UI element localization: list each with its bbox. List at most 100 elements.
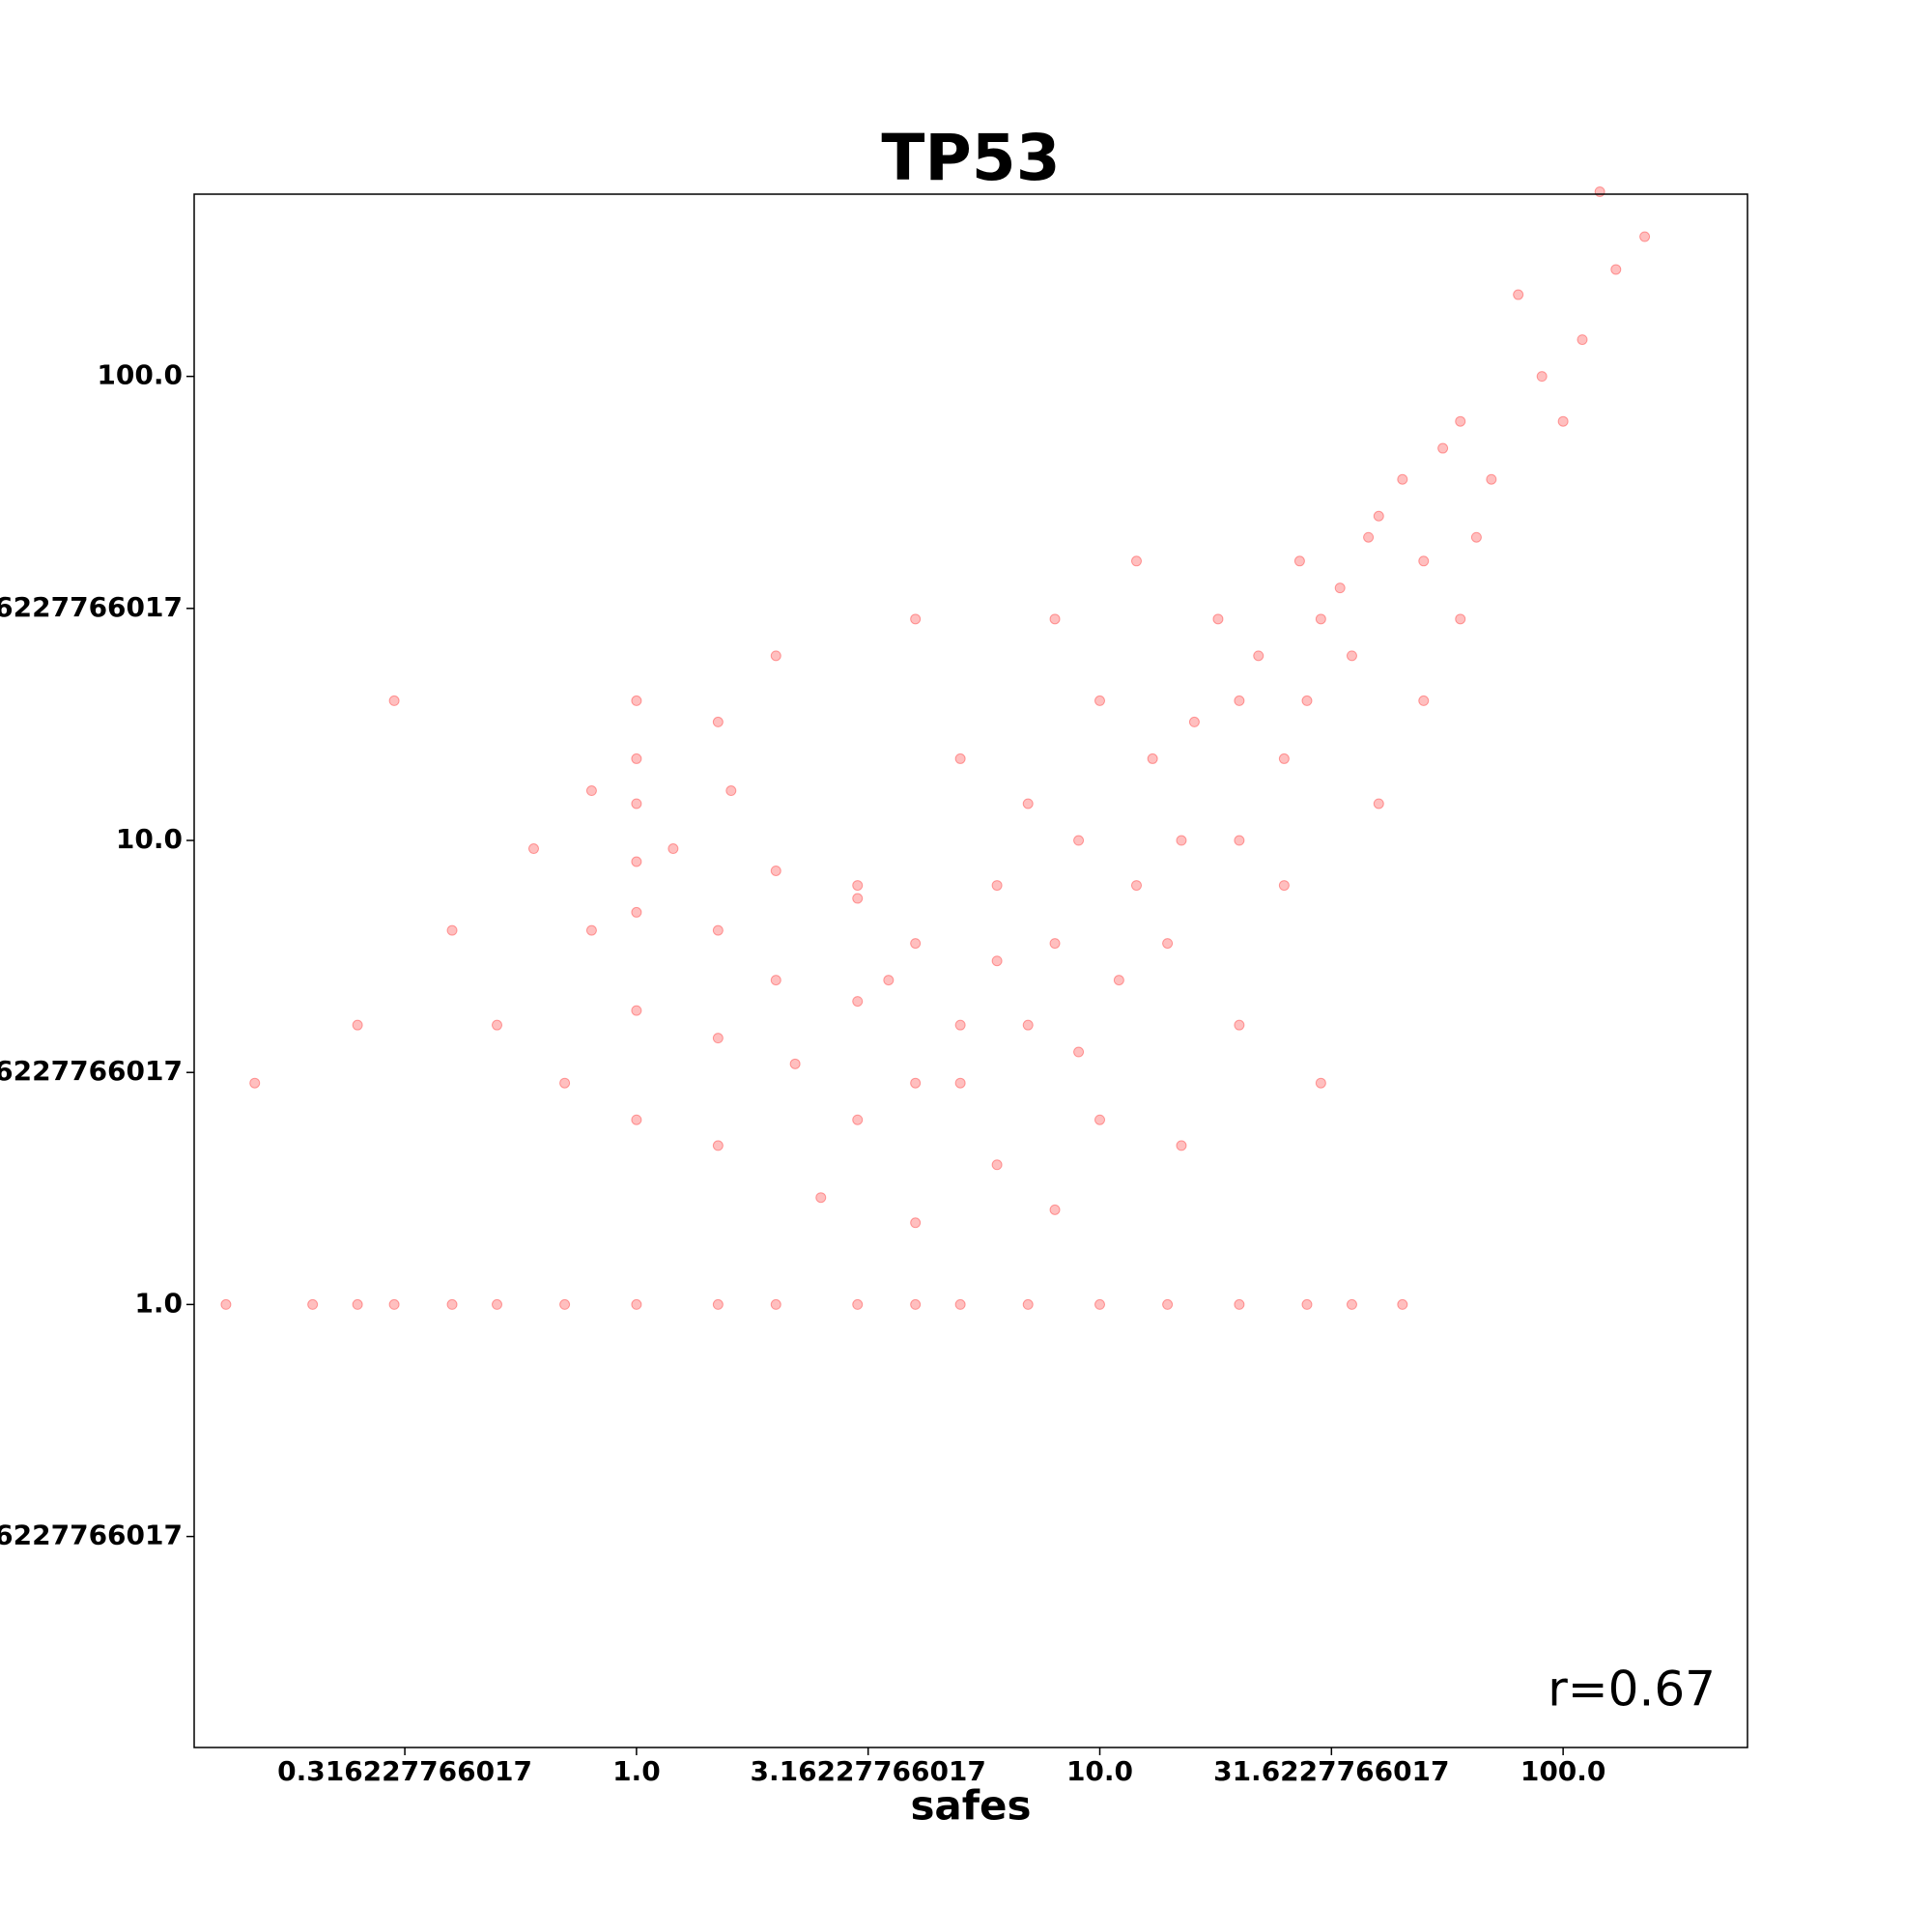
point bbox=[712, 1298, 724, 1310]
point bbox=[1278, 753, 1290, 764]
point bbox=[1094, 1114, 1106, 1125]
point bbox=[712, 1140, 724, 1151]
point bbox=[1049, 938, 1061, 950]
point bbox=[631, 856, 642, 867]
point bbox=[770, 865, 781, 876]
point bbox=[631, 798, 642, 810]
point bbox=[631, 1005, 642, 1016]
point bbox=[815, 1192, 827, 1204]
point bbox=[1301, 1298, 1313, 1310]
point bbox=[910, 938, 922, 950]
point bbox=[770, 1298, 781, 1310]
point bbox=[991, 955, 1003, 967]
point bbox=[1188, 716, 1200, 727]
point bbox=[1346, 1298, 1357, 1310]
point bbox=[1536, 371, 1548, 383]
point bbox=[1363, 531, 1375, 543]
points bbox=[220, 185, 1651, 1310]
point bbox=[1212, 613, 1224, 625]
plot-frame bbox=[193, 193, 1748, 1748]
y-tick-label: 31.6227766017 bbox=[0, 591, 183, 623]
point bbox=[1022, 1298, 1034, 1310]
point bbox=[1130, 880, 1142, 892]
point bbox=[1418, 695, 1430, 706]
point bbox=[1594, 185, 1605, 197]
point bbox=[1278, 880, 1290, 892]
x-tick-label: 100.0 bbox=[1520, 1755, 1606, 1787]
point bbox=[1486, 473, 1497, 485]
point bbox=[991, 1159, 1003, 1171]
point bbox=[220, 1298, 232, 1310]
x-axis-label: safes bbox=[910, 1782, 1031, 1830]
point bbox=[1113, 975, 1124, 986]
point bbox=[712, 924, 724, 936]
point bbox=[1513, 289, 1524, 300]
point bbox=[1130, 555, 1142, 567]
point bbox=[352, 1019, 363, 1031]
point bbox=[307, 1298, 319, 1310]
point bbox=[1455, 415, 1466, 427]
point bbox=[1176, 835, 1187, 846]
point bbox=[1094, 1298, 1106, 1310]
point bbox=[1073, 835, 1085, 846]
y-tick-label: 1.0 bbox=[134, 1287, 183, 1319]
point bbox=[1455, 613, 1466, 625]
x-tick-label: 31.6227766017 bbox=[1213, 1755, 1449, 1787]
point bbox=[388, 695, 400, 706]
point bbox=[1397, 1298, 1408, 1310]
point bbox=[910, 1077, 922, 1089]
point bbox=[631, 695, 642, 706]
point bbox=[770, 975, 781, 986]
x-tick-label: 3.16227766017 bbox=[750, 1755, 985, 1787]
point bbox=[559, 1077, 571, 1089]
point bbox=[1022, 1019, 1034, 1031]
point bbox=[631, 753, 642, 764]
point bbox=[585, 924, 597, 936]
point bbox=[1234, 1019, 1245, 1031]
point bbox=[1293, 555, 1305, 567]
y-tick-label: 100.0 bbox=[97, 359, 183, 391]
point bbox=[1397, 473, 1408, 485]
point bbox=[492, 1298, 503, 1310]
point bbox=[910, 1217, 922, 1229]
point bbox=[1234, 835, 1245, 846]
point bbox=[585, 785, 597, 797]
point bbox=[1301, 695, 1313, 706]
point bbox=[631, 1114, 642, 1125]
point bbox=[991, 880, 1003, 892]
point bbox=[1334, 582, 1346, 594]
point bbox=[1234, 1298, 1245, 1310]
point bbox=[668, 843, 679, 855]
point bbox=[954, 1298, 966, 1310]
point bbox=[631, 1298, 642, 1310]
point bbox=[852, 1298, 864, 1310]
x-tick-label: 10.0 bbox=[1066, 1755, 1133, 1787]
y-tick-label: 0.316227766017 bbox=[0, 1520, 183, 1551]
point bbox=[1437, 442, 1449, 454]
point bbox=[631, 906, 642, 918]
point bbox=[1073, 1046, 1085, 1058]
point bbox=[1577, 334, 1588, 346]
point bbox=[1315, 1077, 1326, 1089]
point bbox=[789, 1058, 801, 1069]
point bbox=[1022, 798, 1034, 810]
point bbox=[1234, 695, 1245, 706]
point bbox=[954, 753, 966, 764]
point bbox=[388, 1298, 400, 1310]
point bbox=[1373, 798, 1384, 810]
point bbox=[1162, 938, 1174, 950]
point bbox=[770, 650, 781, 662]
x-tick-label: 0.316227766017 bbox=[277, 1755, 532, 1787]
y-tick-label: 10.0 bbox=[116, 823, 183, 855]
annotation: r=0.67 bbox=[1548, 1662, 1716, 1718]
point bbox=[1418, 555, 1430, 567]
point bbox=[852, 893, 864, 904]
point bbox=[954, 1077, 966, 1089]
point bbox=[852, 996, 864, 1008]
point bbox=[852, 1114, 864, 1125]
point bbox=[852, 880, 864, 892]
y-tick-label: 3.16227766017 bbox=[0, 1055, 183, 1087]
point bbox=[492, 1019, 503, 1031]
point bbox=[1147, 753, 1158, 764]
